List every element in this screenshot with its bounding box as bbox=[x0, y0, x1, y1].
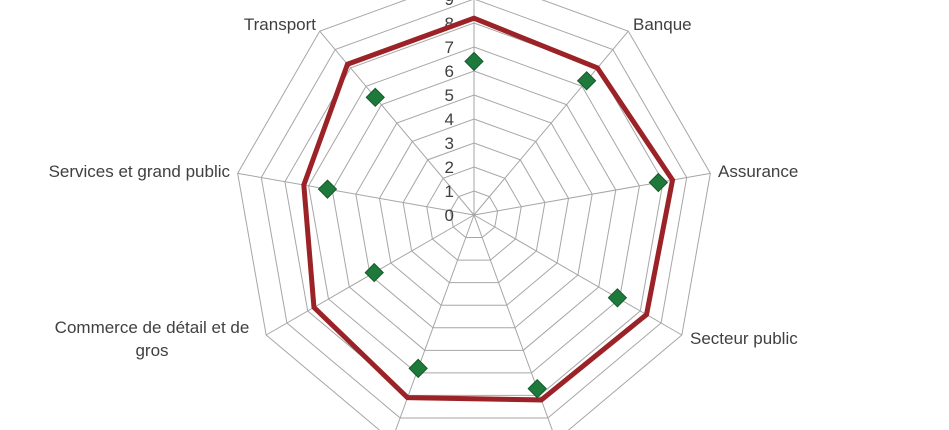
tick-label: 8 bbox=[445, 14, 454, 33]
category-label: Banque bbox=[633, 15, 692, 34]
category-label: Commerce de détail et de gros bbox=[55, 318, 250, 360]
tick-label: 0 bbox=[445, 206, 454, 225]
category-label: Services et grand public bbox=[49, 162, 231, 181]
grid-ring bbox=[449, 190, 499, 239]
data-point bbox=[408, 358, 428, 379]
data-point bbox=[527, 378, 547, 399]
tick-label: 3 bbox=[445, 134, 454, 153]
grid-ring bbox=[402, 142, 546, 284]
category-label: Secteur public bbox=[690, 329, 798, 348]
data-point bbox=[464, 51, 484, 72]
data-point bbox=[607, 288, 628, 308]
tick-label: 1 bbox=[445, 182, 454, 201]
radar-grid bbox=[237, 0, 711, 430]
spoke bbox=[473, 214, 553, 430]
data-point bbox=[317, 179, 338, 199]
data-point bbox=[576, 71, 597, 91]
grid-ring bbox=[331, 70, 617, 351]
data-point bbox=[365, 87, 385, 108]
grid-ring bbox=[284, 22, 664, 396]
series-line bbox=[301, 15, 676, 403]
tick-label: 9 bbox=[445, 0, 454, 9]
category-label: Assurance bbox=[718, 162, 798, 181]
tick-label: 6 bbox=[445, 62, 454, 81]
spoke bbox=[473, 30, 629, 216]
spoke bbox=[237, 172, 475, 216]
tick-label: 2 bbox=[445, 158, 454, 177]
data-point bbox=[648, 172, 669, 193]
tick-label: 7 bbox=[445, 38, 454, 57]
series-layer bbox=[301, 15, 676, 403]
grid-ring bbox=[308, 46, 640, 374]
tick-label: 4 bbox=[445, 110, 454, 129]
grid-ring bbox=[355, 94, 593, 329]
category-label: Transport bbox=[244, 15, 316, 34]
spoke bbox=[473, 214, 683, 336]
tick-label: 5 bbox=[445, 86, 454, 105]
grid-ring bbox=[260, 0, 688, 419]
radial-tick-labels: 0 1 2 3 4 5 6 7 8 9 bbox=[445, 0, 454, 225]
grid-ring bbox=[378, 118, 570, 306]
data-point bbox=[364, 262, 384, 283]
category-labels: Banque Assurance Secteur public Commerce de… bbox=[49, 15, 799, 360]
spoke bbox=[395, 214, 475, 430]
grid-ring bbox=[237, 0, 711, 430]
spoke bbox=[319, 30, 475, 216]
grid-ring bbox=[426, 166, 522, 261]
